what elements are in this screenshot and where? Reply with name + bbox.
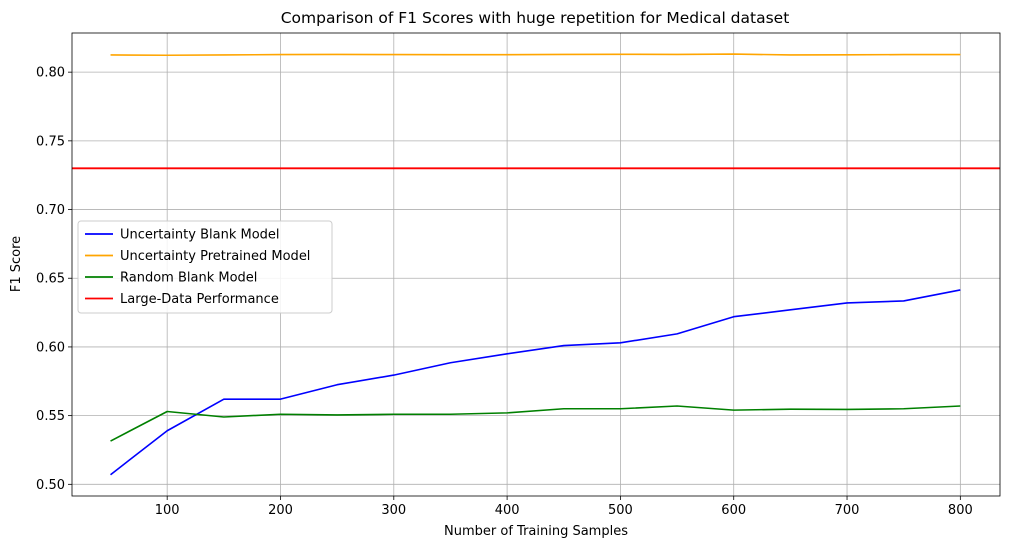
y-tick-label: 0.50 bbox=[36, 478, 65, 493]
series-line-uncertainty-pretrained-model bbox=[110, 53, 961, 57]
plot-area-frame bbox=[71, 32, 1001, 497]
x-tick-label: 100 bbox=[155, 503, 180, 518]
series-line-random-blank-model bbox=[110, 405, 961, 442]
y-axis-label: F1 Score bbox=[9, 236, 24, 292]
legend-label: Large-Data Performance bbox=[120, 292, 279, 307]
chart-title: Comparison of F1 Scores with huge repeti… bbox=[281, 9, 790, 27]
y-tick-label: 0.65 bbox=[36, 272, 65, 287]
legend-label: Uncertainty Blank Model bbox=[120, 228, 280, 243]
y-tick-label: 0.70 bbox=[36, 203, 65, 218]
x-tick-label: 700 bbox=[835, 503, 860, 518]
x-axis-label: Number of Training Samples bbox=[444, 524, 628, 539]
x-tick-label: 300 bbox=[381, 503, 406, 518]
x-tick-label: 500 bbox=[608, 503, 633, 518]
y-tick-label: 0.75 bbox=[36, 134, 65, 149]
axis-ticks: 100 200 300 400 500 600 700 800 0.50 0.55 0.60 0.65… bbox=[36, 66, 973, 518]
x-tick-label: 200 bbox=[268, 503, 293, 518]
series-lines bbox=[72, 53, 1000, 476]
x-tick-label: 600 bbox=[721, 503, 746, 518]
legend-label: Random Blank Model bbox=[120, 271, 257, 286]
legend-label: Uncertainty Pretrained Model bbox=[120, 249, 310, 264]
y-tick-label: 0.60 bbox=[36, 340, 65, 355]
x-tick-label: 800 bbox=[948, 503, 973, 518]
legend: Uncertainty Blank Model Uncertainty Pretr… bbox=[77, 220, 333, 314]
legend-box bbox=[77, 220, 333, 314]
y-tick-label: 0.80 bbox=[36, 66, 65, 81]
y-tick-label: 0.55 bbox=[36, 409, 65, 424]
x-tick-label: 400 bbox=[495, 503, 520, 518]
series-line-uncertainty-blank-model bbox=[110, 289, 961, 476]
